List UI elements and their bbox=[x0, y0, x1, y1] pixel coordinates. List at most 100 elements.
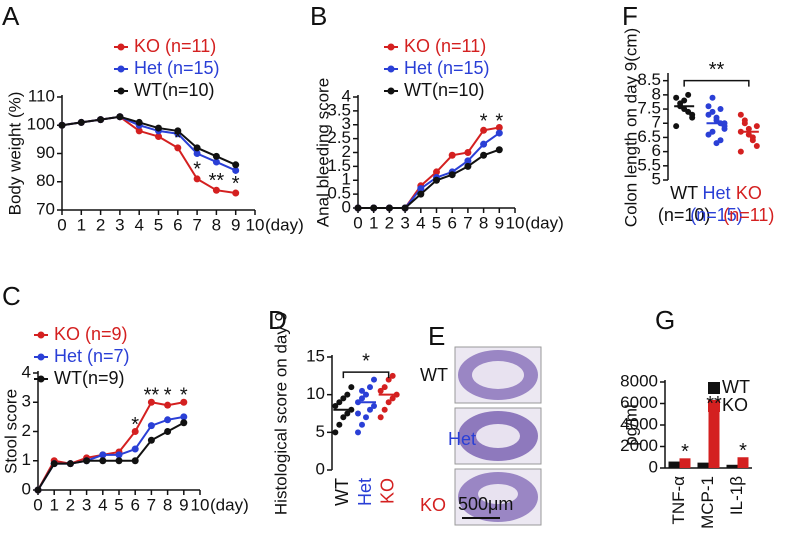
panel-label: A bbox=[2, 1, 20, 31]
y-tick-label: 0 bbox=[342, 197, 351, 216]
tissue-lumen bbox=[476, 424, 520, 448]
y-tick-label: 7.5 bbox=[637, 99, 661, 118]
x-tick-label: IL-1β bbox=[727, 476, 746, 515]
x-tick-label: 10 bbox=[506, 213, 525, 232]
data-point bbox=[135, 127, 143, 135]
panel-label: G bbox=[655, 305, 675, 335]
y-tick-label: 8000 bbox=[620, 371, 658, 390]
y-tick-label: 5 bbox=[652, 169, 661, 188]
legend-label: KO bbox=[722, 395, 748, 415]
data-point bbox=[741, 117, 748, 124]
series-line bbox=[37, 401, 184, 491]
y-tick-label: 100 bbox=[27, 115, 55, 134]
significance: ** bbox=[709, 59, 725, 81]
legend-label: WT(n=10) bbox=[404, 80, 485, 100]
x-tick-label: 2 bbox=[66, 495, 75, 514]
data-point bbox=[180, 413, 188, 421]
significance: * bbox=[480, 110, 488, 132]
data-point bbox=[147, 398, 155, 406]
data-point bbox=[367, 384, 373, 391]
data-point bbox=[348, 384, 355, 391]
y-axis-label: Colon length on day 9(cm) bbox=[621, 28, 640, 227]
data-point bbox=[709, 94, 716, 101]
legend-swatch bbox=[708, 400, 720, 412]
data-point bbox=[705, 103, 712, 110]
legend-marker bbox=[37, 331, 45, 339]
data-point bbox=[174, 144, 182, 152]
y-tick-label: 5 bbox=[316, 422, 325, 441]
data-point bbox=[495, 124, 503, 132]
x-tick-label: 10 bbox=[191, 495, 210, 514]
y-tick-label: 1 bbox=[342, 170, 351, 189]
data-point bbox=[355, 410, 361, 417]
x-axis-label: (day) bbox=[525, 213, 564, 232]
x-tick-label: 1 bbox=[369, 213, 378, 232]
data-point bbox=[212, 152, 220, 160]
data-point bbox=[180, 398, 188, 406]
data-point bbox=[681, 97, 688, 104]
image-label: Het bbox=[448, 429, 476, 449]
x-tick-label: 7 bbox=[463, 213, 472, 232]
y-tick-label: 6.5 bbox=[637, 127, 661, 146]
panel-label: D bbox=[268, 305, 287, 335]
image-label: KO bbox=[420, 495, 446, 515]
x-tick-label: 0 bbox=[33, 495, 42, 514]
y-tick-label: 8.5 bbox=[637, 70, 661, 89]
data-point bbox=[359, 421, 365, 428]
x-tick-label: 3 bbox=[115, 215, 124, 234]
x-tick-label: 6 bbox=[173, 215, 182, 234]
bar bbox=[726, 464, 738, 468]
data-point bbox=[147, 436, 155, 444]
data-point bbox=[164, 401, 172, 409]
x-tick-sublabel: (n=11) bbox=[723, 205, 774, 225]
bar bbox=[697, 462, 709, 468]
data-point bbox=[336, 421, 343, 428]
data-point bbox=[34, 486, 42, 494]
legend-marker bbox=[387, 43, 395, 51]
legend-label: KO (n=11) bbox=[404, 36, 486, 56]
y-tick-label: 2.5 bbox=[327, 128, 351, 147]
y-tick-label: 2000 bbox=[620, 436, 658, 455]
panel-label: B bbox=[310, 1, 327, 31]
data-point bbox=[737, 148, 744, 155]
x-tick-label: 2 bbox=[385, 213, 394, 232]
data-point bbox=[180, 419, 188, 427]
data-point bbox=[377, 387, 384, 394]
series-line bbox=[358, 132, 500, 209]
y-tick-label: 2 bbox=[22, 421, 31, 440]
data-point bbox=[717, 106, 724, 113]
data-point bbox=[58, 121, 66, 129]
x-tick-label: KO bbox=[377, 478, 397, 504]
data-point bbox=[155, 124, 162, 132]
x-tick-label: 7 bbox=[147, 495, 156, 514]
y-tick-label: 80 bbox=[36, 171, 55, 190]
legend-marker bbox=[387, 65, 395, 73]
x-tick-label: 1 bbox=[77, 215, 86, 234]
data-point bbox=[385, 204, 393, 212]
y-tick-label: 6000 bbox=[620, 393, 658, 412]
y-tick-label: 0 bbox=[649, 457, 658, 476]
data-point bbox=[464, 162, 472, 170]
panel-label: E bbox=[428, 321, 445, 351]
data-point bbox=[433, 176, 440, 184]
data-point bbox=[367, 406, 373, 413]
data-point bbox=[685, 91, 692, 98]
data-point bbox=[232, 166, 240, 174]
data-point bbox=[713, 140, 720, 147]
data-point bbox=[448, 171, 456, 179]
data-point bbox=[389, 372, 396, 379]
x-tick-label: 4 bbox=[416, 213, 425, 232]
data-point bbox=[377, 414, 384, 421]
series-line bbox=[37, 421, 185, 491]
series-line bbox=[358, 148, 500, 209]
panel-label: F bbox=[622, 1, 638, 31]
data-point bbox=[131, 457, 139, 465]
data-point bbox=[433, 168, 440, 176]
significance: * bbox=[739, 440, 747, 462]
data-point bbox=[745, 131, 752, 138]
x-tick-label: 8 bbox=[212, 215, 221, 234]
y-axis-label: Stool score bbox=[1, 389, 20, 474]
scale-bar-label: 500μm bbox=[458, 494, 513, 514]
data-point bbox=[332, 429, 339, 436]
x-tick-label: TNF-α bbox=[669, 476, 688, 525]
